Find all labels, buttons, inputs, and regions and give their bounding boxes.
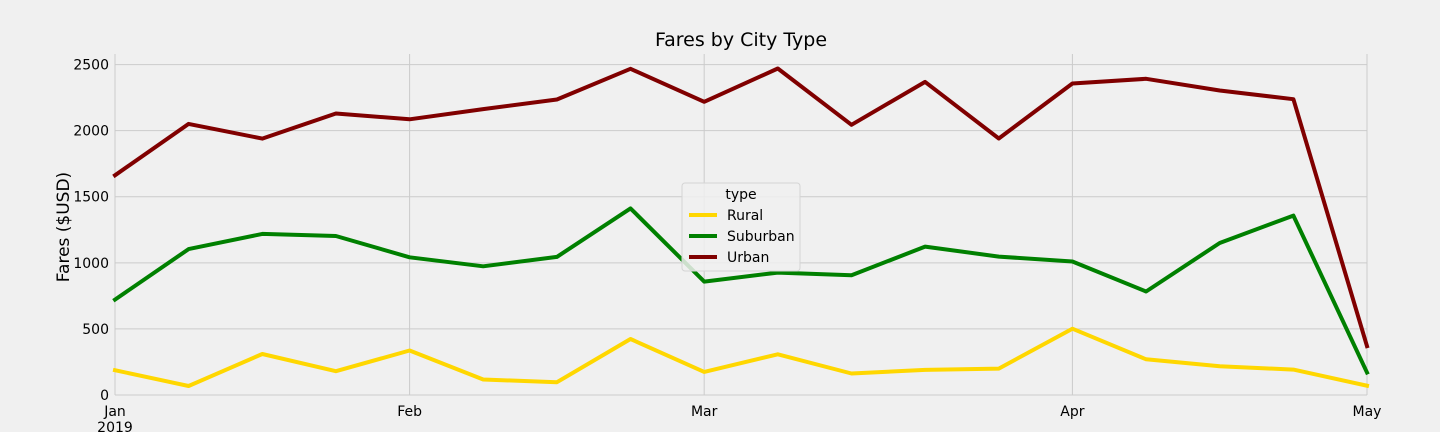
- legend-label-urban: Urban: [727, 250, 769, 266]
- legend: type Rural Suburban Urban: [681, 182, 801, 272]
- y-tick-label: 1000: [73, 256, 109, 272]
- x-tick-sublabel: 2019: [97, 420, 133, 432]
- series-line-rural: [112, 326, 1370, 389]
- x-tick-label: Apr: [1060, 404, 1084, 420]
- legend-label-suburban: Suburban: [727, 229, 795, 245]
- y-tick-label: 2000: [73, 124, 109, 140]
- legend-label-rural: Rural: [727, 208, 763, 224]
- legend-items: Rural Suburban Urban: [689, 208, 795, 266]
- y-tick-label: 500: [82, 322, 109, 338]
- y-tick-label: 0: [100, 388, 109, 404]
- x-tick-label: May: [1353, 404, 1382, 420]
- x-tick-label: Mar: [691, 404, 718, 420]
- series-lines: [112, 66, 1370, 389]
- x-tick-label: Jan: [103, 404, 126, 420]
- chart-title: Fares by City Type: [655, 29, 827, 51]
- series-line-urban: [112, 66, 1370, 349]
- legend-box: [681, 182, 801, 272]
- series-line-suburban: [112, 206, 1370, 376]
- y-tick-label: 2500: [73, 58, 109, 74]
- y-tick-labels: 0 500 1000 1500 2000 2500: [73, 58, 109, 404]
- x-tick-label: Feb: [397, 404, 422, 420]
- y-tick-label: 1500: [73, 190, 109, 206]
- legend-title: type: [725, 187, 756, 203]
- y-axis-label: Fares ($USD): [54, 172, 74, 282]
